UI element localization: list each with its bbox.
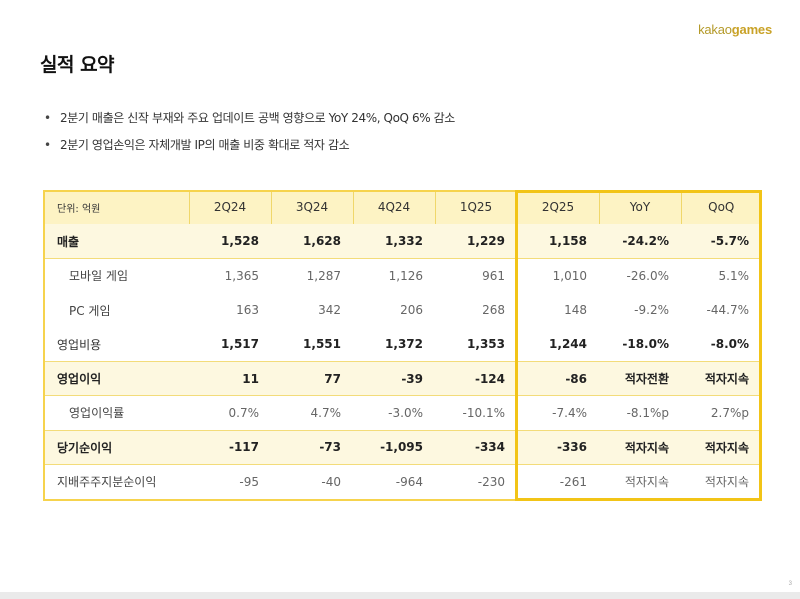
row-label: PC 게임 [69,303,111,318]
table-cell: 342 [318,303,341,318]
table-cell: -3.0% [388,405,423,420]
table-cell: 77 [271,361,353,397]
row-label: 지배주주지분순이익 [57,475,157,490]
earnings-summary-table: 단위: 억원 2Q24 3Q24 4Q24 1Q25 2Q25 YoY QoQ … [43,190,761,499]
table-cell: 1,365 [224,268,259,283]
bullet-item: • 2분기 영업손익은 자체개발 IP의 매출 비중 확대로 적자 감소 [44,138,350,152]
table-cell: -39 [353,361,435,397]
table-cell: 163 [236,303,259,318]
table-cell: 적자지속 [704,475,749,490]
table-cell: -7.4% [552,405,587,420]
table-cell: -10.1% [462,405,505,420]
table-cell: -261 [559,474,587,489]
table-cell: 적자지속 [681,361,761,397]
table-cell: -18.0% [622,337,669,352]
table-cell: 1,287 [306,268,341,283]
footer-bar [0,592,800,599]
row-label: 매출 [43,224,189,260]
table-cell: 2.7%p [710,405,749,420]
table-cell: -5.7% [681,224,761,260]
table-cell: 1,126 [388,268,423,283]
table-cell: -8.1%p [626,405,669,420]
table-row: 영업이익 11 77 -39 -124 -86 적자전환 적자지속 [43,361,761,397]
table-cell: 1,010 [552,268,587,283]
col-header-yoy: YoY [598,190,681,225]
table-cell: 1,551 [303,337,341,352]
table-cell: 적자지속 [599,430,681,465]
table-row: 영업비용 1,517 1,551 1,372 1,353 1,244 -18.0… [43,327,761,361]
col-header-qoq: QoQ [680,190,761,225]
table-row: 당기순이익 -117 -73 -1,095 -334 -336 적자지속 적자지… [43,430,761,465]
table-cell: 268 [482,303,505,318]
table-row: 매출 1,528 1,628 1,332 1,229 1,158 -24.2% … [43,224,761,260]
bullet-item: • 2분기 매출은 신작 부재와 주요 업데이트 공백 영향으로 YoY 24%,… [44,111,455,125]
col-header-3q24: 3Q24 [270,190,353,225]
table-cell: -336 [517,430,599,465]
table-cell: -1,095 [353,430,435,465]
table-cell: -44.7% [706,303,749,318]
kakaogames-logo: kakaogames [698,22,772,37]
row-label: 영업이익 [43,361,189,397]
row-label: 영업비용 [57,337,102,352]
table-header-row: 단위: 억원 2Q24 3Q24 4Q24 1Q25 2Q25 YoY QoQ [43,190,761,225]
table-cell: -230 [477,474,505,489]
table-cell: 206 [400,303,423,318]
table-cell: -334 [435,430,517,465]
row-label: 당기순이익 [43,430,189,465]
table-cell: 1,528 [189,224,271,260]
table-cell: 적자전환 [599,361,681,397]
page-title: 실적 요약 [40,54,115,76]
table-cell: 1,244 [549,337,587,352]
table-cell: -9.2% [634,303,669,318]
table-cell: 5.1% [718,268,750,283]
table-cell: -24.2% [599,224,681,260]
table-cell: -964 [395,474,423,489]
table-cell: 1,229 [435,224,517,260]
col-header-2q24: 2Q24 [188,190,271,225]
table-cell: 148 [564,303,587,318]
table-cell: 4.7% [310,405,342,420]
table-cell: -86 [517,361,599,397]
table-cell: 1,628 [271,224,353,260]
col-header-1q25: 1Q25 [434,190,517,225]
table-cell: 1,353 [467,337,505,352]
table-cell: -124 [435,361,517,397]
row-label: 영업이익률 [69,406,125,421]
table-cell: -8.0% [710,337,749,352]
table-cell: 1,158 [517,224,599,260]
table-cell: 적자지속 [624,475,669,490]
table-cell: 1,332 [353,224,435,260]
table-cell: 적자지속 [681,430,761,465]
table-cell: 0.7% [228,405,260,420]
table-cell: -40 [321,474,341,489]
table-row: 지배주주지분순이익 -95 -40 -964 -230 -261 적자지속 적자… [43,464,761,498]
col-header-2q25: 2Q25 [516,190,599,225]
row-label: 모바일 게임 [69,269,129,284]
table-cell: -95 [239,474,259,489]
summary-bullets: • 2분기 매출은 신작 부재와 주요 업데이트 공백 영향으로 YoY 24%,… [44,108,455,162]
table-row: 모바일 게임 1,365 1,287 1,126 961 1,010 -26.0… [43,259,761,293]
col-header-4q24: 4Q24 [352,190,435,225]
table-cell: -26.0% [626,268,669,283]
table-cell: 11 [189,361,271,397]
table-row: PC 게임 163 342 206 268 148 -9.2% -44.7% [43,293,761,327]
page-number: 3 [788,581,792,587]
table-cell: -117 [189,430,271,465]
unit-label: 단위: 억원 [43,190,189,225]
table-row: 영업이익률 0.7% 4.7% -3.0% -10.1% -7.4% -8.1%… [43,396,761,430]
table-cell: 1,372 [385,337,423,352]
table-cell: 961 [482,268,505,283]
table-cell: 1,517 [221,337,259,352]
table-cell: -73 [271,430,353,465]
